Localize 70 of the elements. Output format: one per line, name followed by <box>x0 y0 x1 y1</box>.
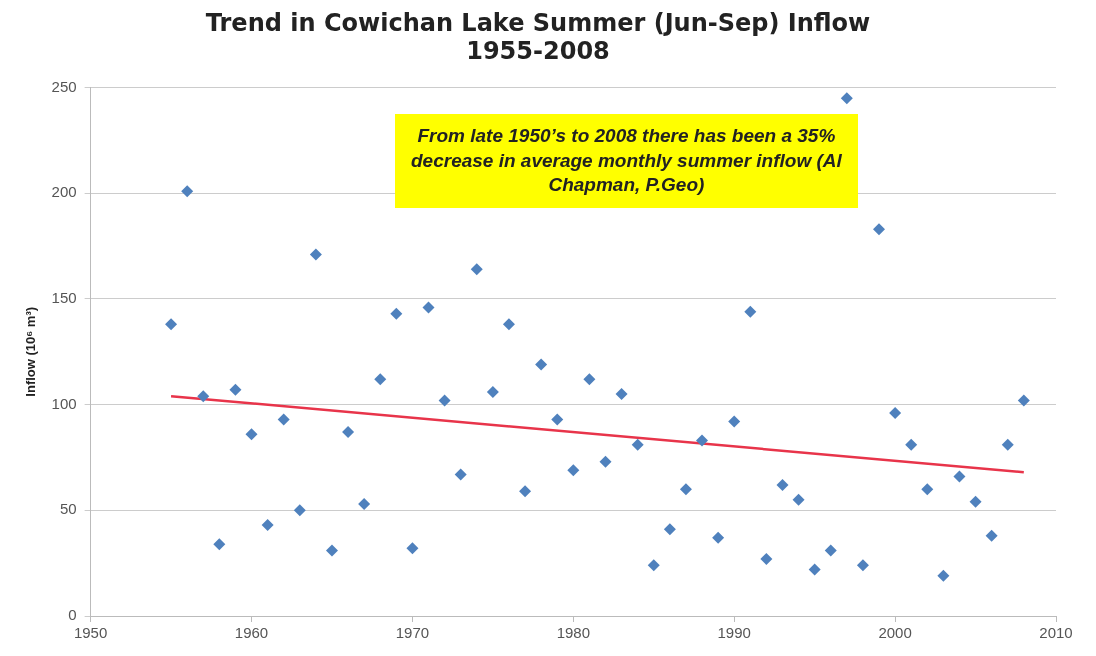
point <box>712 531 725 544</box>
point <box>985 529 998 542</box>
x-tick-label: 2000 <box>878 624 912 642</box>
point <box>631 438 644 451</box>
point <box>856 559 869 572</box>
x-tick-label: 1990 <box>717 624 751 642</box>
x-tick-label: 1960 <box>234 624 269 642</box>
chart-title: Trend in Cowichan Lake Summer (Jun-Sep) Inflow 1955-2008 <box>205 8 871 66</box>
point <box>615 388 628 401</box>
point <box>519 485 532 498</box>
point <box>165 318 178 331</box>
point <box>535 358 548 371</box>
point <box>824 544 837 557</box>
y-tick-label: 0 <box>68 606 77 624</box>
point <box>229 383 242 396</box>
point <box>808 563 821 576</box>
point <box>261 519 274 532</box>
point <box>889 407 902 420</box>
point <box>438 394 451 407</box>
point <box>679 483 692 496</box>
point <box>921 483 934 496</box>
point <box>470 263 483 276</box>
x-tick-label: 2010 <box>1039 624 1073 642</box>
x-tick-label: 1970 <box>395 624 430 642</box>
point <box>390 307 403 320</box>
y-tick-label: 50 <box>59 500 77 518</box>
point <box>905 438 918 451</box>
point <box>776 478 789 491</box>
y-tick-label: 250 <box>51 77 77 95</box>
point <box>374 373 387 386</box>
point <box>760 552 773 565</box>
point <box>502 318 515 331</box>
point <box>358 497 371 510</box>
point <box>342 426 355 439</box>
point <box>567 464 580 477</box>
point <box>1001 438 1014 451</box>
point <box>181 185 194 198</box>
annotation: From late 1950’s to 2008 there has been a 35% decrease in average monthly summer inflow (Al Chapman, P.Geo) <box>394 114 859 209</box>
point <box>663 523 676 536</box>
point <box>197 390 210 403</box>
point <box>969 495 982 508</box>
point <box>744 305 757 318</box>
point <box>309 248 322 261</box>
point <box>953 470 966 483</box>
x-tick-label: 1980 <box>556 624 590 642</box>
point <box>1017 394 1030 407</box>
point <box>937 569 950 582</box>
point <box>696 434 709 447</box>
x-tick-label: 1950 <box>73 624 108 642</box>
point <box>293 504 306 517</box>
y-axis-title: Inflow (10⁶ m³) <box>23 306 39 397</box>
point <box>454 468 467 481</box>
point <box>325 544 338 557</box>
point <box>792 493 805 506</box>
point <box>599 455 612 468</box>
point <box>245 428 258 441</box>
point <box>647 559 660 572</box>
y-tick-label: 100 <box>51 394 77 412</box>
point <box>406 542 419 555</box>
point <box>213 538 226 551</box>
y-tick-label: 200 <box>51 183 77 201</box>
point <box>728 415 741 428</box>
point <box>486 385 499 398</box>
y-tick-label: 150 <box>51 289 77 307</box>
point <box>277 413 290 426</box>
point <box>840 92 853 105</box>
point <box>583 373 596 386</box>
point <box>551 413 564 426</box>
point <box>873 223 886 236</box>
point <box>422 301 435 314</box>
